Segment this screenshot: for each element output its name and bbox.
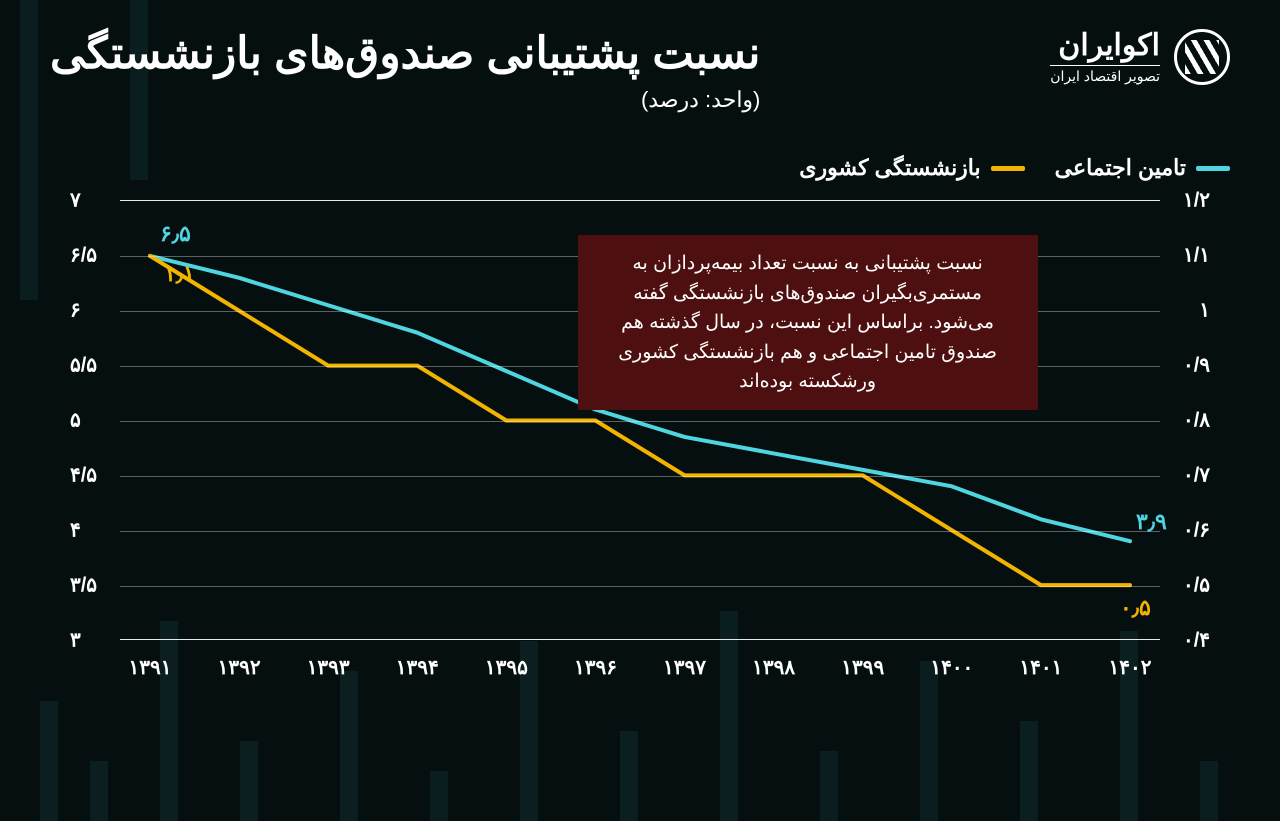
ytick-right: ۱/۲	[1183, 188, 1210, 213]
ytick-right: ۰/۹	[1183, 353, 1210, 378]
chart-subtitle: (واحد: درصد)	[50, 87, 760, 113]
ytick-left: ۶	[70, 298, 81, 323]
ytick-right: ۰/۷	[1183, 463, 1210, 488]
xtick: ۱۳۹۲	[218, 655, 261, 680]
legend-item-keshvari: بازنشستگی کشوری	[799, 155, 1024, 181]
logo-tagline: تصویر اقتصاد ایران	[1050, 65, 1160, 85]
chart: نسبت پشتیبانی به نسبت تعداد بیمه‌پردازان…	[60, 200, 1220, 680]
legend-label-keshvari: بازنشستگی کشوری	[799, 155, 980, 181]
ytick-left: ۳/۵	[70, 573, 97, 598]
ytick-left: ۳	[70, 628, 81, 653]
gridline	[120, 421, 1160, 422]
ytick-right: ۱/۱	[1183, 243, 1210, 268]
ytick-right: ۰/۶	[1183, 518, 1210, 543]
logo-icon	[1174, 29, 1230, 85]
legend-swatch-keshvari	[991, 166, 1025, 171]
gridline	[120, 586, 1160, 587]
ytick-left: ۵	[70, 408, 81, 433]
legend: تامین اجتماعی بازنشستگی کشوری	[799, 155, 1230, 181]
xtick: ۱۴۰۱	[1019, 655, 1062, 680]
gridline	[120, 476, 1160, 477]
chart-title: نسبت پشتیبانی صندوق‌های بازنشستگی	[50, 28, 760, 81]
ytick-left: ۶/۵	[70, 243, 97, 268]
ytick-left: ۴/۵	[70, 463, 97, 488]
xtick: ۱۳۹۱	[129, 655, 172, 680]
annotation-end-tamin: ۳٫۹	[1136, 509, 1167, 535]
xtick: ۱۴۰۲	[1109, 655, 1152, 680]
header: اکوایران تصویر اقتصاد ایران نسبت پشتیبان…	[50, 28, 1230, 113]
logo-name: اکوایران	[1050, 28, 1160, 63]
xtick: ۱۳۹۴	[396, 655, 439, 680]
ytick-left: ۵/۵	[70, 353, 97, 378]
legend-label-tamin: تامین اجتماعی	[1055, 155, 1186, 181]
gridline	[120, 531, 1160, 532]
ytick-right: ۰/۸	[1183, 408, 1210, 433]
xtick: ۱۳۹۹	[841, 655, 884, 680]
xtick: ۱۳۹۵	[485, 655, 528, 680]
ytick-left: ۴	[70, 518, 81, 543]
ytick-right: ۰/۵	[1183, 573, 1210, 598]
legend-item-tamin: تامین اجتماعی	[1055, 155, 1230, 181]
brand-logo: اکوایران تصویر اقتصاد ایران	[1050, 28, 1230, 85]
xtick: ۱۳۹۸	[752, 655, 795, 680]
xtick: ۱۳۹۶	[574, 655, 617, 680]
annotation-end-keshvari: ۰٫۵	[1120, 595, 1151, 621]
explainer-note: نسبت پشتیبانی به نسبت تعداد بیمه‌پردازان…	[578, 235, 1038, 410]
annotation-start-keshvari: ۱٫۱	[164, 261, 195, 287]
ytick-left: ۷	[70, 188, 81, 213]
annotation-start-tamin: ۶٫۵	[160, 221, 191, 247]
xtick: ۱۴۰۰	[930, 655, 973, 680]
xtick: ۱۳۹۳	[307, 655, 350, 680]
xtick: ۱۳۹۷	[663, 655, 706, 680]
legend-swatch-tamin	[1196, 166, 1230, 171]
ytick-right: ۰/۴	[1183, 628, 1210, 653]
ytick-right: ۱	[1199, 298, 1210, 323]
